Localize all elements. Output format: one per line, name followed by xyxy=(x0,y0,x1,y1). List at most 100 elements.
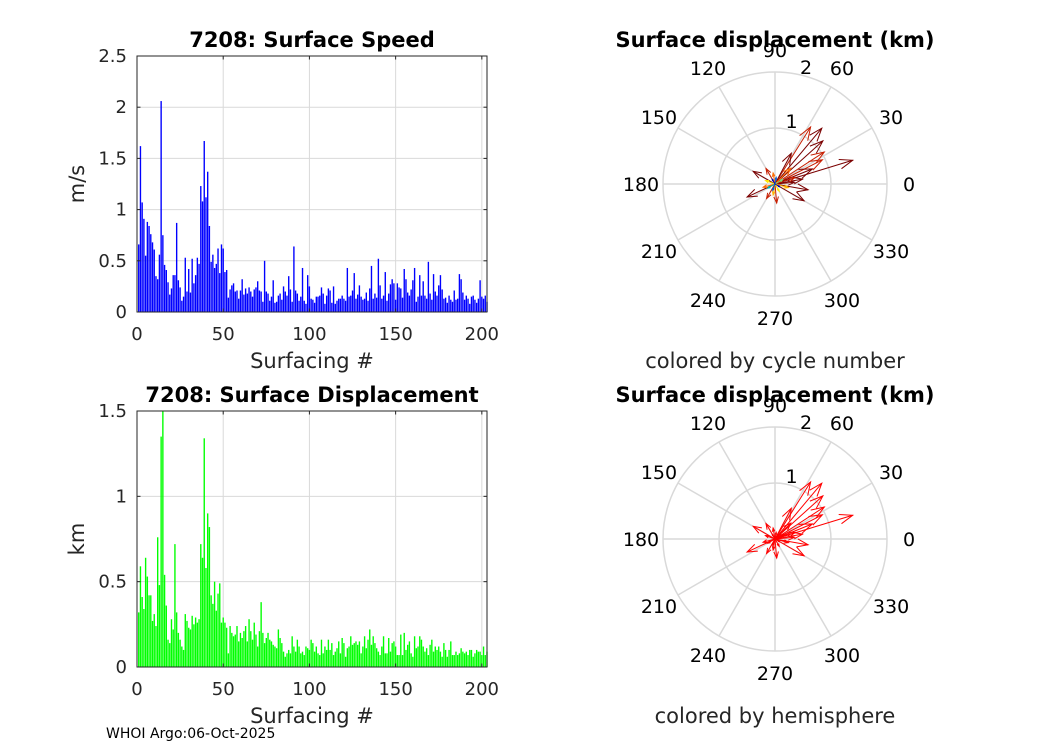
bar xyxy=(188,627,190,667)
displacement-arrow xyxy=(762,183,776,188)
bar xyxy=(339,298,342,312)
bar xyxy=(186,291,188,312)
angle-spoke xyxy=(718,538,776,637)
bar xyxy=(336,648,338,667)
bar xyxy=(441,656,443,667)
bar xyxy=(312,299,314,312)
bar xyxy=(419,636,421,667)
arrow-head xyxy=(765,522,772,530)
arrow-head xyxy=(771,546,776,552)
bar xyxy=(388,293,390,312)
bar xyxy=(319,655,321,667)
bar xyxy=(272,644,274,667)
bar xyxy=(189,292,192,312)
bar xyxy=(238,298,240,312)
bar xyxy=(236,290,238,312)
x-tick-label: 50 xyxy=(212,679,235,700)
polar-cycle-labels: 0 30 60 90 120 150 180 210 240 270 300 330 1 2 xyxy=(623,40,915,330)
bar xyxy=(310,298,312,312)
angle-label: 150 xyxy=(641,107,677,129)
bar xyxy=(305,646,307,667)
bar xyxy=(250,631,252,667)
bar xyxy=(181,300,183,312)
bar xyxy=(355,641,357,667)
bar xyxy=(160,101,162,312)
bar xyxy=(388,637,390,667)
bar xyxy=(148,225,150,312)
x-tick-label: 200 xyxy=(465,679,499,700)
y-tick-label: 1.5 xyxy=(98,148,127,169)
x-tick-label: 200 xyxy=(465,324,499,345)
angle-label: 0 xyxy=(903,174,915,196)
y-tick-label: 0.5 xyxy=(98,572,127,593)
speed-chart-frame xyxy=(136,55,488,313)
bar xyxy=(300,296,302,312)
bar xyxy=(191,615,193,667)
arrow-head xyxy=(771,178,775,182)
bar xyxy=(462,292,464,312)
bar xyxy=(474,299,476,312)
bar xyxy=(201,557,204,667)
bar xyxy=(422,646,424,667)
bar xyxy=(407,644,409,667)
bar xyxy=(412,280,414,312)
bar xyxy=(470,296,473,312)
radial-tick-label: 2 xyxy=(800,57,812,79)
bar xyxy=(320,639,323,667)
y-tick-label: 2.5 xyxy=(98,46,127,67)
bar xyxy=(439,651,442,667)
bar xyxy=(355,298,357,312)
arrow-head xyxy=(792,191,806,202)
bar xyxy=(232,283,235,312)
bar xyxy=(270,641,273,667)
angle-label: 180 xyxy=(623,529,659,551)
bar xyxy=(358,285,361,312)
bar xyxy=(248,287,250,312)
bar xyxy=(158,254,161,312)
displacement-arrow xyxy=(765,535,776,540)
bar xyxy=(169,294,171,312)
bar xyxy=(167,639,169,667)
bar xyxy=(231,285,233,312)
bar xyxy=(357,294,359,312)
angle-label: 270 xyxy=(757,308,793,330)
bar xyxy=(263,260,266,312)
bar xyxy=(229,626,231,667)
bar xyxy=(277,295,280,312)
bar xyxy=(262,632,264,667)
bar xyxy=(317,296,319,312)
polar-hemisphere-arrows xyxy=(745,480,855,560)
displacement-arrow xyxy=(774,127,823,185)
bar xyxy=(441,289,443,312)
bar xyxy=(446,656,449,667)
polar-hemisphere-labels: 0 30 60 90 120 150 180 210 240 270 300 330 1 2 xyxy=(623,395,915,685)
bar xyxy=(475,649,478,667)
bar xyxy=(225,270,228,312)
displacement-arrow xyxy=(774,176,796,185)
bar xyxy=(288,276,290,312)
bar xyxy=(158,585,161,667)
bar xyxy=(377,258,380,312)
angle-label: 120 xyxy=(690,58,726,80)
bar xyxy=(307,648,309,667)
bar xyxy=(420,639,423,667)
bar xyxy=(175,612,178,667)
bar xyxy=(360,653,362,667)
bar xyxy=(227,297,230,312)
bar xyxy=(370,265,373,312)
bar xyxy=(275,301,278,312)
bar xyxy=(205,197,207,312)
bar xyxy=(234,291,236,312)
arrow-head xyxy=(761,184,768,189)
bar xyxy=(244,626,247,667)
displacement-arrow xyxy=(774,536,795,540)
bar xyxy=(225,627,228,667)
bar xyxy=(410,289,412,312)
bar xyxy=(144,255,147,312)
arrow-head xyxy=(764,535,770,539)
angle-label: 60 xyxy=(830,413,854,435)
angle-label: 240 xyxy=(690,290,726,312)
bar xyxy=(269,300,271,312)
bar xyxy=(475,302,478,312)
bar xyxy=(432,274,435,312)
